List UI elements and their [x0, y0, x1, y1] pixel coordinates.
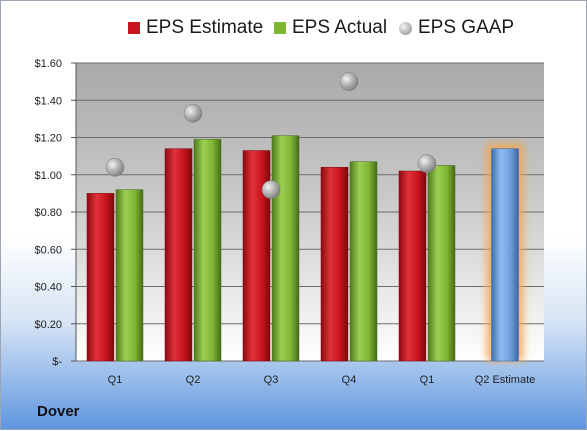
x-tick-label: Q2	[186, 374, 201, 386]
x-tick-label: Q1	[420, 374, 435, 386]
estimate-bar	[320, 167, 349, 362]
legend-item-estimate: EPS Estimate	[128, 17, 263, 39]
y-tick-label: $-	[52, 356, 62, 368]
estimate-bar	[398, 170, 427, 362]
estimate-bar	[86, 193, 115, 362]
legend-label-estimate: EPS Estimate	[146, 17, 264, 38]
actual-bar	[115, 189, 144, 362]
company-name: Dover	[37, 403, 80, 420]
x-tick-label: Q3	[264, 374, 279, 386]
legend-item-gaap: EPS GAAP	[399, 17, 514, 39]
x-tick-label: Q1	[108, 374, 123, 386]
legend-label-actual: EPS Actual	[292, 17, 388, 38]
actual-bar	[349, 161, 378, 362]
legend-swatch-estimate	[128, 22, 140, 34]
gaap-point	[261, 180, 281, 199]
y-tick-label: $1.40	[34, 95, 62, 107]
legend-swatch-actual	[274, 22, 286, 34]
actual-bar	[271, 135, 300, 362]
legend-label-gaap: EPS GAAP	[418, 17, 515, 38]
y-tick-label: $0.40	[34, 282, 62, 294]
estimate-bar	[491, 148, 519, 362]
actual-bar	[193, 139, 222, 362]
x-tick-label: Q4	[342, 374, 357, 386]
y-tick-label: $1.20	[34, 133, 62, 145]
y-tick-label: $1.60	[34, 58, 62, 70]
actual-bar	[427, 165, 456, 362]
estimate-bar	[164, 148, 193, 362]
x-tick-label: Q2 Estimate	[475, 374, 536, 386]
gaap-point	[339, 72, 359, 91]
legend-item-actual: EPS Actual	[274, 17, 387, 39]
gaap-point	[183, 104, 203, 123]
gaap-point	[417, 154, 437, 173]
legend: EPS Estimate EPS Actual EPS GAAP	[1, 17, 587, 43]
y-tick-label: $0.80	[34, 207, 62, 219]
legend-swatch-gaap	[399, 21, 412, 35]
y-tick-label: $0.20	[34, 319, 62, 331]
y-tick-label: $1.00	[34, 170, 62, 182]
gaap-point	[105, 158, 125, 177]
y-tick-label: $0.60	[34, 244, 62, 256]
